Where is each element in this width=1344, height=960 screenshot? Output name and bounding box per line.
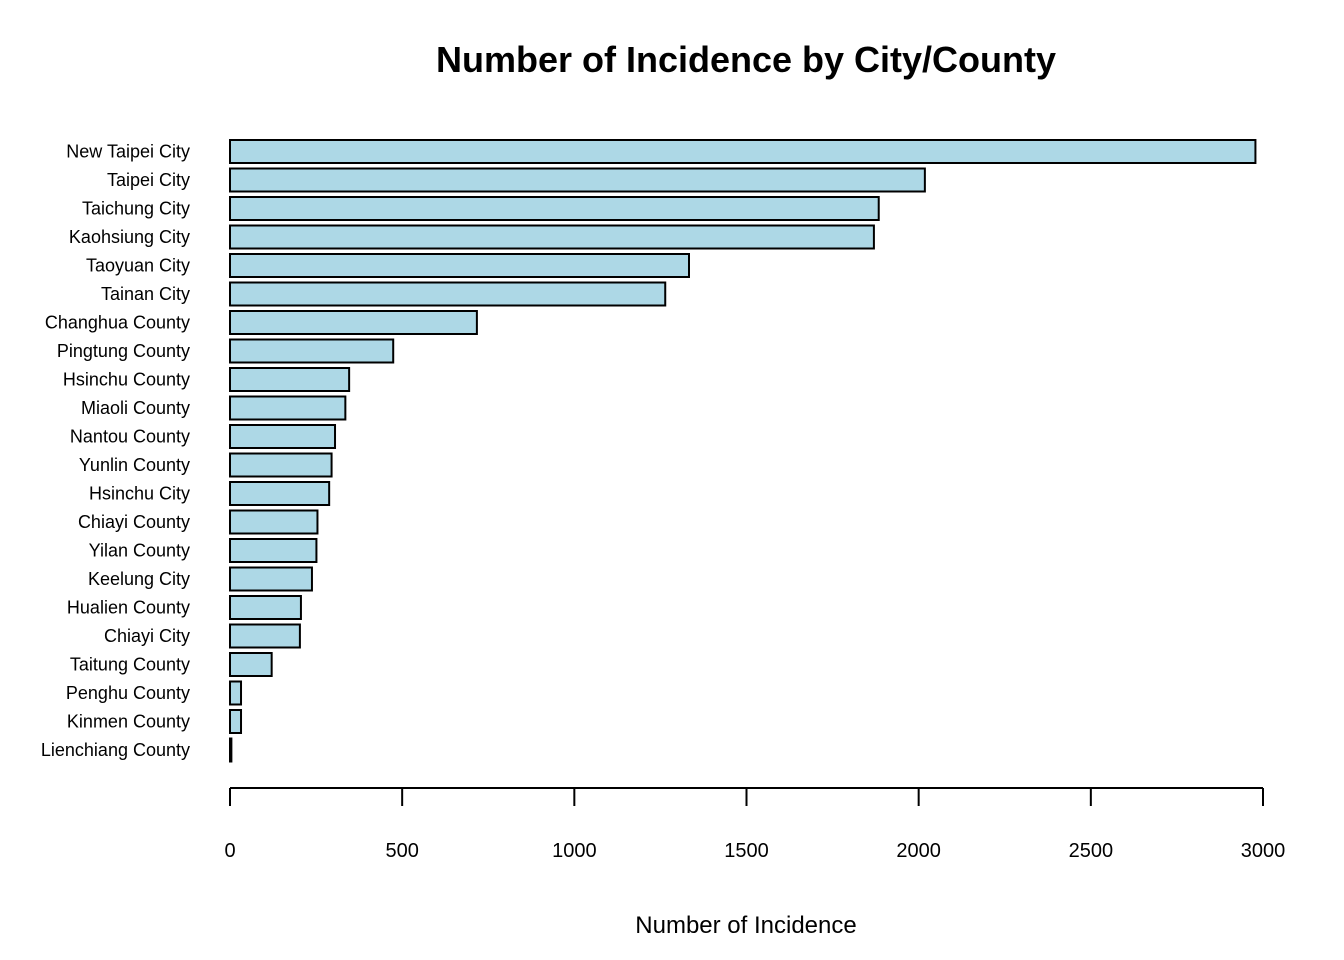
category-label: Tainan City	[101, 284, 190, 304]
category-label: Changhua County	[45, 313, 190, 333]
x-tick-label: 2000	[896, 840, 941, 862]
bar	[229, 367, 351, 392]
category-label: Taipei City	[107, 170, 190, 190]
bar	[229, 538, 318, 563]
bar	[229, 680, 243, 706]
bar	[229, 395, 347, 421]
bar	[229, 566, 313, 592]
category-label: Taitung County	[70, 655, 190, 675]
category-label: Yilan County	[89, 541, 190, 561]
bar	[229, 737, 233, 763]
category-label: Chiayi City	[104, 626, 190, 646]
category-labels: New Taipei City Taipei City Taichung City K…	[41, 142, 190, 761]
category-label: Taichung City	[82, 199, 190, 219]
bar	[229, 652, 273, 677]
category-label: Kaohsiung City	[69, 227, 190, 247]
category-label: New Taipei City	[66, 142, 190, 162]
category-label: Penghu County	[66, 683, 190, 703]
category-label: Keelung City	[88, 569, 190, 589]
bar	[229, 509, 319, 535]
x-tick-label: 3000	[1241, 840, 1286, 862]
bar	[229, 196, 880, 221]
x-tick-label: 0	[224, 840, 235, 862]
category-label: Pingtung County	[57, 341, 190, 361]
bar	[229, 167, 926, 193]
bar	[229, 224, 875, 250]
category-label: Hualien County	[67, 598, 190, 618]
category-label: Taoyuan City	[86, 256, 190, 276]
x-tick-label: 2500	[1069, 840, 1114, 862]
bar	[229, 424, 337, 449]
x-axis-title: Number of Incidence	[635, 912, 856, 939]
x-tick-label: 1500	[724, 840, 769, 862]
chart-title: Number of Incidence by City/County	[436, 39, 1056, 80]
bar	[229, 281, 667, 307]
x-axis: 0 500 1000 1500 2000 2500 3000	[224, 787, 1286, 862]
bar	[229, 310, 478, 335]
category-label: Kinmen County	[67, 712, 190, 732]
category-label: Chiayi County	[78, 512, 190, 532]
bar	[229, 709, 243, 734]
category-label: Miaoli County	[81, 398, 190, 418]
category-label: Hsinchu County	[63, 370, 190, 390]
bar	[229, 452, 333, 478]
category-label: Hsinchu City	[89, 484, 190, 504]
bars-group	[229, 139, 1257, 763]
bar	[229, 623, 301, 649]
bar	[229, 595, 302, 620]
category-label: Nantou County	[70, 427, 190, 447]
x-tick-label: 500	[385, 840, 418, 862]
bar	[229, 253, 690, 278]
category-label: Lienchiang County	[41, 740, 190, 760]
category-label: Yunlin County	[79, 455, 190, 475]
bar	[229, 139, 1257, 164]
bar	[229, 481, 331, 506]
bar	[229, 338, 395, 364]
x-tick-label: 1000	[552, 840, 597, 862]
